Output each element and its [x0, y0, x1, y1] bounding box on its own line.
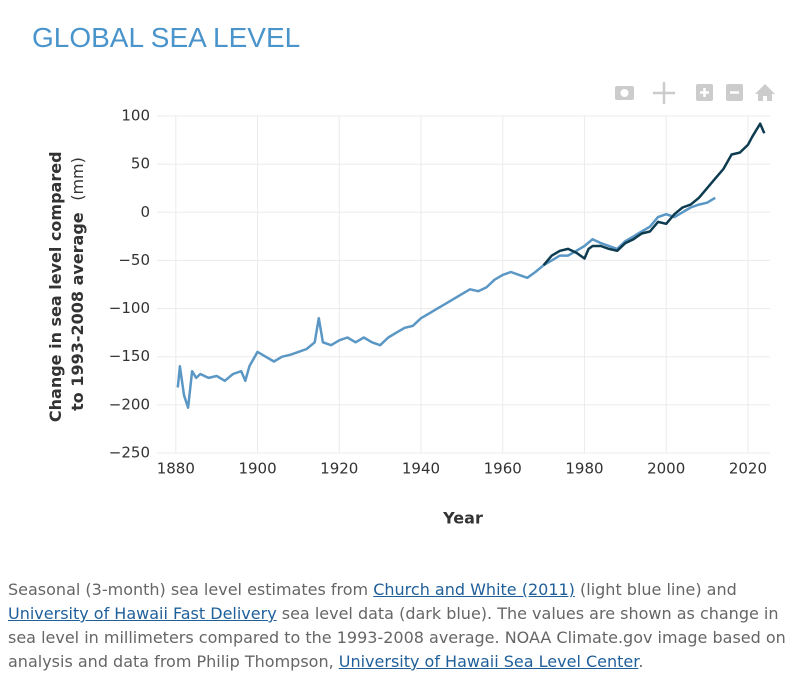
- y-tick-label: 100: [121, 107, 150, 125]
- page-title: GLOBAL SEA LEVEL: [32, 22, 301, 53]
- y-axis-label: Change in sea level compared to 1993-200…: [46, 146, 87, 422]
- x-tick-label: 1980: [565, 460, 603, 478]
- camera-lens: [620, 89, 629, 97]
- x-axis-label: Year: [442, 509, 483, 528]
- x-tick-label: 1940: [402, 460, 440, 478]
- y-label-line: Change in sea level compared: [46, 151, 65, 422]
- grid: [157, 115, 770, 454]
- y-tick-label: −50: [118, 251, 150, 269]
- x-tick-label: 1960: [484, 460, 522, 478]
- caption: Seasonal (3-month) sea level estimates f…: [8, 578, 793, 674]
- y-tick-label: −250: [109, 444, 150, 462]
- caption-text: .: [638, 652, 644, 671]
- series-line: [542, 122, 766, 267]
- y-label-line: to 1993-2008 average: [68, 212, 87, 411]
- toolbar: [615, 82, 775, 104]
- y-tick-label: −150: [109, 347, 150, 365]
- caption-text: Seasonal (3-month) sea level estimates f…: [8, 580, 374, 599]
- caption-link[interactable]: Church and White (2011): [373, 580, 575, 599]
- x-tick-label: 2000: [647, 460, 685, 478]
- y-tick-label: 50: [131, 155, 150, 173]
- caption-text: (light blue line) and: [574, 580, 737, 599]
- x-tick-label: 1880: [157, 460, 195, 478]
- pan-button[interactable]: [653, 82, 675, 104]
- caption-link[interactable]: University of Hawaii Fast Delivery: [8, 604, 277, 623]
- reset-button[interactable]: [755, 84, 775, 101]
- x-tick-label: 1900: [238, 460, 276, 478]
- chart: Year Change in sea level compared to 199…: [46, 82, 775, 528]
- x-tick-label: 2020: [729, 460, 767, 478]
- caption-text: sea level data (dark blue). The values a…: [8, 604, 786, 671]
- y-tick-label: 0: [140, 203, 150, 221]
- x-tick-label: 1920: [320, 460, 358, 478]
- y-tick-label: −200: [109, 395, 150, 413]
- plus-sign: [700, 88, 709, 97]
- y-tick-label: −100: [109, 299, 150, 317]
- caption-link[interactable]: University of Hawaii Sea Level Center: [338, 652, 639, 671]
- series-line: [176, 196, 716, 409]
- y-label-unit: (mm): [68, 157, 87, 201]
